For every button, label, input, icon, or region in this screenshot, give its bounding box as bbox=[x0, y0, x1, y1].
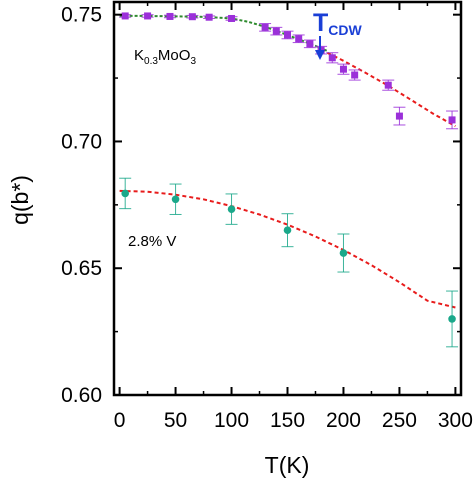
data-point-square bbox=[166, 12, 174, 20]
tcdw-label: TCDW bbox=[313, 9, 363, 38]
data-point-square bbox=[295, 35, 303, 43]
data-point-circle bbox=[283, 226, 292, 234]
data-point-square bbox=[121, 12, 129, 20]
data-point-square bbox=[448, 116, 456, 124]
x-tick-label: 100 bbox=[214, 409, 249, 432]
data-point-square bbox=[351, 71, 359, 79]
data-point-square bbox=[384, 81, 392, 89]
y-tick-label: 0.75 bbox=[61, 4, 102, 27]
x-tick-label: 200 bbox=[326, 409, 361, 432]
tcdw-arrow-head bbox=[315, 50, 325, 60]
data-point-square bbox=[144, 12, 152, 20]
data-point-square bbox=[306, 40, 314, 48]
tcdw-sub: CDW bbox=[328, 22, 362, 38]
data-point-square bbox=[284, 31, 291, 39]
data-point-circle bbox=[171, 195, 180, 204]
data-point-square bbox=[261, 23, 269, 31]
axis-ticks: 0 50 100 150 200 250 300 0.60 0.65 0.70 0.75 bbox=[61, 2, 473, 432]
x-tick-label: 300 bbox=[438, 409, 473, 432]
series-label-doped: 2.8% V bbox=[128, 233, 176, 250]
x-tick-label: 50 bbox=[164, 409, 187, 432]
data-point-square bbox=[328, 54, 336, 62]
data-point-square bbox=[228, 14, 236, 22]
series-label-sub2: 3 bbox=[190, 56, 196, 67]
y-tick-label: 0.70 bbox=[61, 130, 102, 153]
series-label-sub1: 0.3 bbox=[144, 56, 158, 67]
data-point-circle bbox=[448, 315, 456, 323]
y-tick-label: 0.65 bbox=[61, 257, 102, 280]
error-bars bbox=[119, 14, 459, 348]
series-label-pure: K0.3MoO3 bbox=[134, 47, 196, 67]
series-label-mid: MoO bbox=[158, 47, 191, 64]
y-tick-label: 0.60 bbox=[61, 384, 102, 407]
series-label-prefix: K bbox=[134, 47, 144, 64]
data-point-square bbox=[339, 65, 347, 73]
fit-curve-1 bbox=[119, 14, 328, 52]
tcdw-main: T bbox=[313, 9, 328, 37]
x-tick-label: 0 bbox=[114, 409, 126, 432]
tcdw-marker: TCDW bbox=[313, 9, 363, 60]
data-point-square bbox=[395, 112, 403, 120]
x-tick-label: 150 bbox=[270, 409, 305, 432]
x-axis-title: T(K) bbox=[265, 452, 310, 478]
data-point-square bbox=[205, 13, 213, 21]
y-axis-title: q(b*) bbox=[7, 175, 33, 225]
x-tick-label: 250 bbox=[382, 409, 417, 432]
data-point-square bbox=[188, 13, 196, 21]
data-point-circle bbox=[227, 205, 236, 213]
fit-curve-2 bbox=[320, 48, 456, 128]
data-point-circle bbox=[339, 249, 348, 257]
data-point-circle bbox=[121, 189, 129, 198]
data-point-square bbox=[272, 27, 280, 35]
